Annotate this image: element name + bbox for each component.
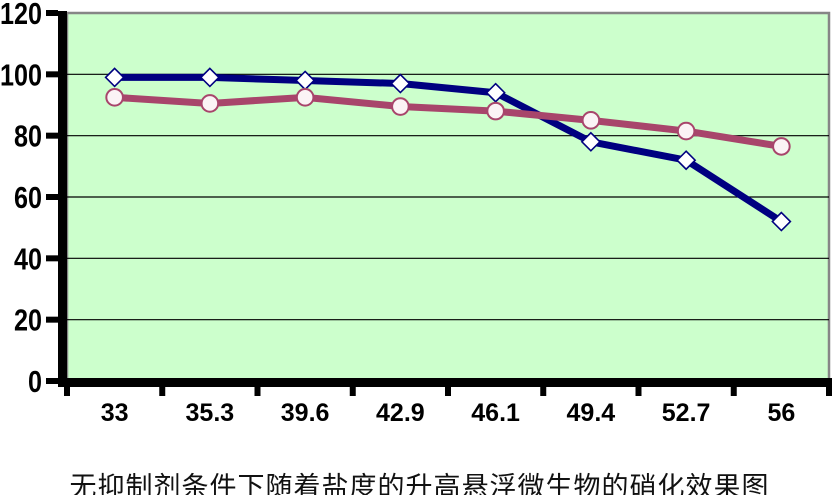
data-point-diamond xyxy=(390,73,411,94)
data-point-diamond xyxy=(675,150,697,171)
data-point-circle xyxy=(105,88,124,107)
x-axis-label: 42.9 xyxy=(376,399,425,427)
x-axis-label: 33 xyxy=(101,399,129,427)
y-axis-label: 20 xyxy=(14,303,42,338)
x-axis-label: 56 xyxy=(767,399,795,427)
data-point-diamond xyxy=(771,211,792,232)
x-axis-label: 52.7 xyxy=(662,399,711,427)
x-axis-label: 35.3 xyxy=(186,399,235,427)
y-axis-label: 60 xyxy=(14,180,42,215)
data-point-diamond xyxy=(104,67,125,88)
series-line-2 xyxy=(111,93,785,150)
x-axis-label: 46.1 xyxy=(471,399,520,427)
data-point-circle xyxy=(391,97,410,116)
data-point-circle xyxy=(486,101,505,121)
data-point-circle xyxy=(676,121,696,141)
data-point-circle xyxy=(581,111,601,130)
y-axis-label: 80 xyxy=(14,119,42,154)
y-axis-label: 40 xyxy=(14,241,42,276)
data-point-circle xyxy=(772,137,791,156)
data-point-diamond xyxy=(485,82,506,103)
nitrification-line-chart: 0 20 40 60 80 100 120 33 35.3 39.6 42.9 46.1 49.4 52.… xyxy=(0,0,832,427)
y-axis-label: 120 xyxy=(0,0,42,31)
chart-caption: 无抑制剂条件下随着盐度的升高悬浮微生物的硝化效果图 xyxy=(69,472,770,495)
series-line-1 xyxy=(111,73,785,226)
y-axis-label: 100 xyxy=(0,57,42,92)
x-axis-label: 39.6 xyxy=(281,399,330,427)
data-point-diamond xyxy=(199,67,221,88)
y-axis-label: 0 xyxy=(28,364,42,399)
data-point-diamond xyxy=(580,131,602,152)
data-point-circle xyxy=(295,88,315,107)
x-axis-label: 49.4 xyxy=(567,399,616,427)
data-point-circle xyxy=(200,94,220,113)
